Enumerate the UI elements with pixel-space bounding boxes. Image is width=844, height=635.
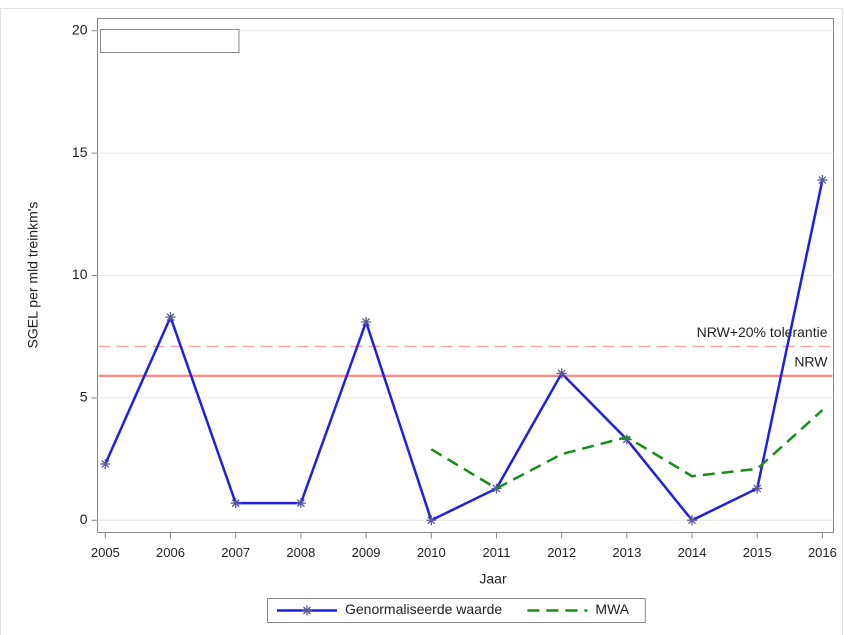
marker: [752, 483, 763, 494]
marker: [556, 368, 567, 379]
legend-box: [267, 598, 646, 623]
marker: [100, 458, 111, 469]
marker: [295, 498, 306, 509]
y-tick-label: 10: [72, 266, 88, 282]
y-axis-label: SGEL per mld treinkm's: [25, 202, 41, 349]
y-tick-label: 20: [72, 21, 88, 37]
y-tick-label: 0: [80, 511, 88, 527]
legend-marker: [302, 605, 312, 616]
marker: [361, 317, 372, 328]
legend-label: Genormaliseerde waarde: [345, 601, 502, 617]
reference-label: NRW+20% tolerantie: [697, 324, 828, 340]
x-tick-label: 2014: [678, 545, 707, 560]
marker: [621, 434, 632, 445]
x-tick-label: 2011: [482, 545, 510, 560]
marker: [687, 515, 698, 526]
series-line: [104, 179, 824, 523]
x-tick-label: 2009: [352, 545, 381, 560]
x-tick-label: 2006: [156, 545, 185, 560]
reference-label: NRW: [794, 354, 828, 370]
x-tick-label: 2013: [612, 545, 641, 560]
x-tick-label: 2005: [91, 545, 120, 560]
legend-label: MWA: [595, 601, 629, 617]
x-axis-label: Jaar: [479, 571, 507, 587]
x-tick-label: 2012: [547, 545, 576, 560]
x-tick-label: 2016: [808, 545, 837, 560]
title-box: [100, 29, 240, 53]
y-tick-label: 5: [80, 389, 88, 405]
y-tick-label: 15: [72, 144, 88, 160]
marker: [817, 175, 828, 186]
x-tick-label: 2007: [221, 545, 250, 560]
x-tick-label: 2010: [417, 545, 446, 560]
marker: [165, 312, 176, 323]
frame: [0, 8, 843, 635]
marker: [426, 515, 437, 526]
marker: [230, 498, 241, 509]
x-tick-label: 2008: [286, 545, 315, 560]
x-tick-label: 2015: [743, 545, 772, 560]
series-line: [430, 409, 824, 490]
